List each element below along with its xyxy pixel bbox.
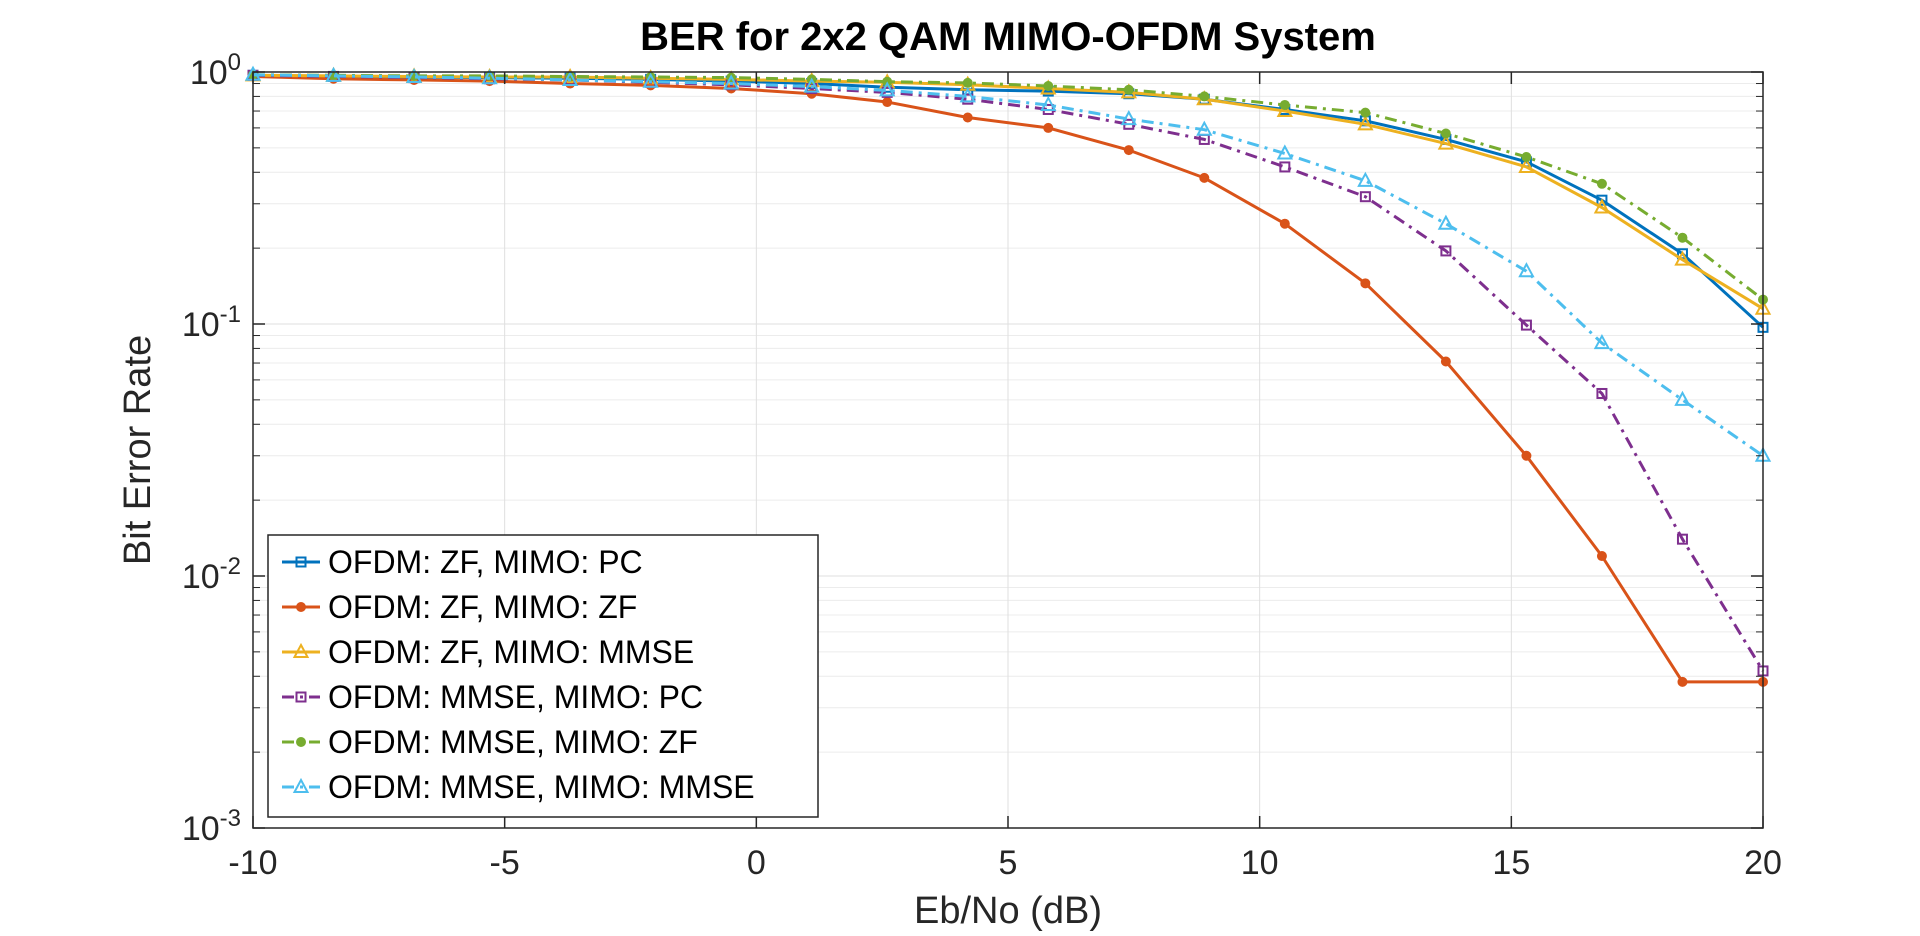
data-point <box>1276 144 1294 160</box>
data-point <box>1123 84 1134 95</box>
y-tick-label: 100 <box>190 49 241 92</box>
y-tick-label: 10-1 <box>182 301 241 344</box>
data-point <box>1596 387 1608 399</box>
data-point <box>1674 250 1691 266</box>
x-tick-labels: -10 -5 0 5 10 15 20 <box>228 844 1781 882</box>
series-line <box>252 73 1764 458</box>
data-point <box>1360 107 1371 118</box>
y-tick-label: 10-3 <box>182 805 241 848</box>
legend-marker <box>296 602 306 612</box>
data-point <box>1596 551 1607 562</box>
legend-entry: OFDM: MMSE, MIMO: MMSE <box>282 769 755 805</box>
data-point <box>959 87 976 103</box>
legend-label: OFDM: MMSE, MIMO: MMSE <box>328 769 755 805</box>
data-point <box>962 112 973 123</box>
legend-marker <box>292 777 310 793</box>
data-point <box>1674 390 1691 406</box>
legend-label: OFDM: ZF, MIMO: ZF <box>328 589 637 625</box>
data-point <box>879 81 896 97</box>
data-point <box>1279 218 1290 229</box>
data-point <box>1199 91 1210 102</box>
x-tick-label: 5 <box>999 844 1018 882</box>
x-tick-label: 20 <box>1744 844 1782 882</box>
data-point <box>1593 333 1611 350</box>
data-point <box>1199 172 1210 183</box>
legend-label: OFDM: ZF, MIMO: PC <box>328 544 643 580</box>
data-point <box>1440 128 1451 139</box>
data-point <box>325 66 342 82</box>
data-point <box>1040 95 1057 111</box>
data-point <box>1357 115 1374 131</box>
y-tick-labels: 100 10-1 10-2 10-3 <box>182 49 241 848</box>
legend-entry: OFDM: ZF, MIMO: PC <box>282 544 643 580</box>
data-point <box>1521 450 1532 461</box>
data-point <box>1359 191 1371 203</box>
x-tick-label: 0 <box>747 844 766 882</box>
data-point <box>803 77 820 93</box>
x-tick-label: -10 <box>228 844 277 882</box>
data-point <box>405 67 423 84</box>
legend-label: OFDM: ZF, MIMO: MMSE <box>328 634 694 670</box>
data-point <box>962 77 973 88</box>
data-point <box>1279 99 1290 110</box>
series-line <box>252 75 1763 684</box>
data-point <box>1440 245 1452 257</box>
legend-marker <box>295 691 307 703</box>
data-point <box>1676 533 1688 545</box>
data-point <box>1440 356 1451 367</box>
legend-entry: OFDM: ZF, MIMO: MMSE <box>282 634 694 670</box>
data-point <box>1357 171 1374 187</box>
legend-marker <box>292 642 310 658</box>
x-tick-label: 15 <box>1492 844 1530 882</box>
y-axis-label: Bit Error Rate <box>117 335 159 565</box>
data-point <box>1196 120 1213 136</box>
legend-entry: OFDM: ZF, MIMO: ZF <box>282 589 637 625</box>
y-tick-label: 10-2 <box>182 553 241 596</box>
series-line <box>252 73 1764 301</box>
data-point <box>1276 101 1294 118</box>
legend-marker <box>295 556 307 568</box>
legend-entry: OFDM: MMSE, MIMO: ZF <box>282 724 698 760</box>
data-point <box>1043 122 1054 133</box>
series-6 <box>244 65 1772 462</box>
data-point <box>1518 262 1535 278</box>
legend-label: OFDM: MMSE, MIMO: PC <box>328 679 703 715</box>
data-point <box>1521 151 1532 162</box>
legend-entry: OFDM: MMSE, MIMO: PC <box>282 679 703 715</box>
data-point <box>722 74 740 90</box>
data-point <box>481 69 498 85</box>
data-point <box>1360 278 1371 289</box>
chart-title: BER for 2x2 QAM MIMO-OFDM System <box>640 15 1376 59</box>
legend-label: OFDM: MMSE, MIMO: ZF <box>328 724 698 760</box>
data-point <box>561 70 579 86</box>
data-point <box>1120 110 1137 126</box>
data-point <box>1123 145 1134 156</box>
legend: OFDM: ZF, MIMO: PC OFDM: ZF, MIMO: ZF OFDM… <box>267 534 819 818</box>
data-point <box>1043 80 1054 91</box>
data-point <box>1437 134 1455 150</box>
data-point <box>1518 157 1535 173</box>
x-tick-label: 10 <box>1241 844 1279 882</box>
legend-marker <box>296 737 306 747</box>
x-tick-label: -5 <box>490 844 520 882</box>
data-point <box>1596 194 1608 206</box>
data-point <box>1279 161 1291 173</box>
axis-ticks <box>252 71 1764 829</box>
data-point <box>642 72 659 88</box>
data-point <box>1520 319 1532 331</box>
data-point <box>1677 676 1688 687</box>
data-point <box>1677 232 1688 243</box>
data-point <box>882 97 893 108</box>
legend-box <box>267 534 819 818</box>
x-axis-label: Eb/No (dB) <box>914 890 1102 932</box>
data-point <box>1437 214 1455 230</box>
data-point <box>1593 198 1611 214</box>
data-point <box>1596 178 1607 189</box>
